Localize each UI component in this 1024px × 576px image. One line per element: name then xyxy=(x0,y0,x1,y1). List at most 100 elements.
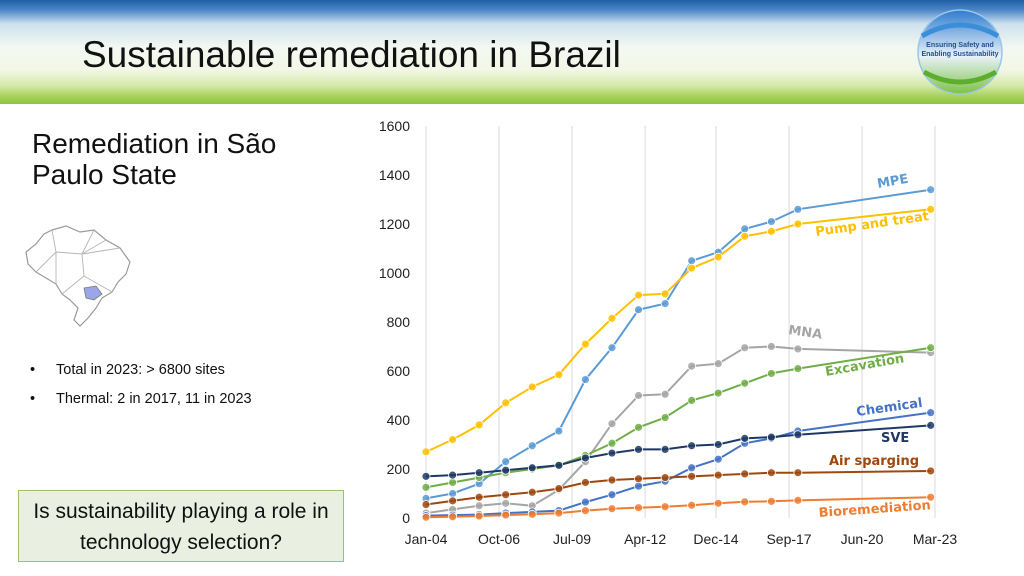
data-point xyxy=(421,512,431,522)
y-tick-label: 0 xyxy=(402,510,410,526)
x-tick-label: Apr-12 xyxy=(624,531,666,547)
series-label: Air sparging xyxy=(829,454,919,469)
data-point xyxy=(634,481,643,491)
data-point xyxy=(660,413,670,422)
data-point xyxy=(766,217,776,226)
data-point xyxy=(448,512,458,522)
title-banner xyxy=(0,0,1024,104)
data-point xyxy=(634,444,643,454)
data-point xyxy=(793,468,803,478)
data-point xyxy=(501,398,511,408)
data-point xyxy=(766,342,776,351)
data-point xyxy=(740,378,750,388)
x-tick-label: Dec-14 xyxy=(693,531,738,547)
data-point xyxy=(448,470,458,480)
data-point xyxy=(474,420,484,430)
bullet-dot: • xyxy=(30,362,36,378)
data-point xyxy=(926,204,936,214)
globe-logo-icon xyxy=(917,9,1003,95)
data-point xyxy=(766,369,776,378)
logo-text: Ensuring Safety and Enabling Sustainabil… xyxy=(914,41,1006,59)
brazil-map-icon xyxy=(25,225,131,327)
data-point xyxy=(793,219,803,229)
data-point xyxy=(766,432,776,442)
series-line xyxy=(425,208,931,453)
data-point xyxy=(607,475,617,485)
data-point xyxy=(581,339,590,349)
x-tick-label: Mar-23 xyxy=(913,531,958,547)
data-point xyxy=(660,299,670,309)
data-point xyxy=(687,471,697,481)
data-point xyxy=(448,478,458,487)
series-label: Bioremediation xyxy=(818,498,931,521)
data-point xyxy=(740,469,750,479)
series-line xyxy=(425,411,931,517)
data-point xyxy=(634,305,643,315)
data-point xyxy=(607,313,617,323)
data-point xyxy=(501,498,511,508)
data-point xyxy=(474,468,484,478)
series-line xyxy=(425,496,931,519)
data-point xyxy=(634,391,643,400)
series-line xyxy=(425,470,931,506)
data-point xyxy=(421,447,431,457)
data-point xyxy=(926,343,936,353)
section-subtitle: Remediation in São Paulo State xyxy=(32,128,277,190)
data-point xyxy=(554,426,564,436)
data-point xyxy=(793,344,803,354)
data-point xyxy=(687,263,697,273)
data-point xyxy=(501,457,511,467)
data-point xyxy=(581,506,590,516)
data-point xyxy=(607,343,617,353)
data-point xyxy=(926,185,936,195)
data-point xyxy=(713,454,723,464)
x-tick-label: Jul-09 xyxy=(553,531,591,547)
data-point xyxy=(634,474,643,484)
remediation-line-chart: Jan-04 Oct-06 Jul-09 Apr-12 Dec-14 Sep-17 Jun-… xyxy=(379,118,958,547)
sao-paulo-state-highlight xyxy=(83,285,103,301)
data-point xyxy=(740,224,750,234)
data-point xyxy=(793,495,803,505)
data-point xyxy=(527,509,537,519)
data-point xyxy=(740,231,750,241)
data-point xyxy=(501,465,511,475)
data-point xyxy=(501,510,511,520)
y-tick-label: 1200 xyxy=(379,216,410,232)
x-tick-label: Oct-06 xyxy=(478,531,520,547)
data-point xyxy=(687,500,697,510)
data-point xyxy=(713,470,723,480)
bullet-item: • Thermal: 2 in 2017, 11 in 2023 xyxy=(30,391,252,420)
data-point xyxy=(421,471,431,481)
data-point xyxy=(527,382,537,392)
data-point xyxy=(501,490,511,500)
data-point xyxy=(554,460,564,470)
data-point xyxy=(448,435,458,445)
data-point xyxy=(713,252,723,262)
data-point xyxy=(554,508,564,518)
bullet-dot: • xyxy=(30,391,36,407)
x-tick-label: Jan-04 xyxy=(405,531,448,547)
y-tick-label: 400 xyxy=(387,412,411,428)
series-label: Excavation xyxy=(824,351,905,380)
data-point xyxy=(581,478,590,487)
y-tick-label: 1400 xyxy=(379,167,410,183)
data-point xyxy=(634,290,643,300)
data-point xyxy=(554,484,564,494)
data-point xyxy=(527,441,537,451)
data-point xyxy=(474,511,484,521)
data-point xyxy=(740,433,750,443)
data-point xyxy=(713,388,723,398)
y-tick-label: 1600 xyxy=(379,118,410,134)
data-point xyxy=(926,492,936,502)
data-point xyxy=(687,395,697,405)
x-tick-label: Jun-20 xyxy=(841,531,884,547)
y-tick-label: 1000 xyxy=(379,265,410,281)
data-point xyxy=(634,422,643,432)
data-point xyxy=(581,497,590,507)
data-point xyxy=(687,361,697,371)
series-line xyxy=(425,345,931,515)
data-point xyxy=(713,440,723,449)
data-point xyxy=(793,204,803,214)
page-title: Sustainable remediation in Brazil xyxy=(82,34,621,75)
data-point xyxy=(554,370,564,380)
